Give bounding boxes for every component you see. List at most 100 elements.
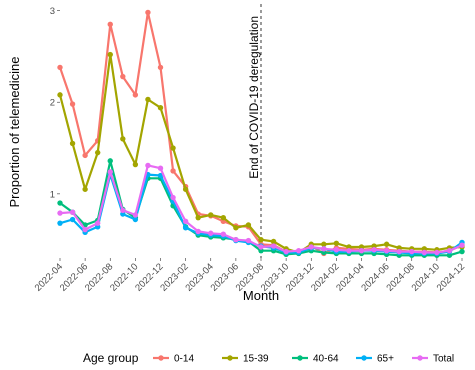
- data-point: [107, 158, 113, 164]
- data-point: [208, 230, 214, 236]
- data-point: [245, 237, 252, 244]
- data-point: [195, 214, 201, 221]
- data-point: [107, 51, 113, 58]
- data-point: [145, 9, 151, 16]
- legend-key-point: [158, 355, 164, 361]
- data-point: [459, 248, 465, 255]
- data-point: [82, 152, 88, 159]
- data-point: [132, 161, 139, 168]
- data-point: [434, 249, 440, 256]
- y-tick-label: 2: [50, 98, 55, 109]
- data-point: [132, 92, 139, 98]
- series-15-39: [57, 51, 465, 256]
- data-point: [120, 207, 126, 214]
- legend-label: 65+: [377, 354, 394, 365]
- data-point: [107, 169, 113, 175]
- data-point: [120, 136, 126, 142]
- data-point: [107, 21, 113, 28]
- data-point: [371, 247, 377, 253]
- data-point: [170, 145, 176, 151]
- data-point: [446, 247, 453, 254]
- data-point: [157, 64, 164, 71]
- data-point: [57, 64, 63, 71]
- x-axis-title: Month: [243, 288, 279, 303]
- data-point: [220, 214, 227, 221]
- data-point: [69, 209, 76, 215]
- data-point: [383, 247, 390, 254]
- data-point: [57, 220, 63, 226]
- data-point: [258, 244, 264, 250]
- data-point: [321, 246, 327, 252]
- data-point: [308, 244, 314, 250]
- legend-item: 0-14: [153, 354, 194, 365]
- data-point: [69, 140, 76, 147]
- legend-item: Total: [412, 354, 454, 365]
- legend-key-point: [297, 355, 303, 361]
- data-point: [383, 241, 390, 247]
- data-point: [145, 96, 151, 103]
- data-point: [170, 168, 176, 174]
- legend-label: 0-14: [174, 354, 194, 365]
- y-axis-title: Proportion of telemedicine: [7, 56, 22, 207]
- legend-key-point: [227, 355, 233, 361]
- legend-label: Total: [433, 354, 454, 365]
- data-point: [94, 149, 101, 156]
- data-point: [258, 236, 264, 243]
- legend-key-point: [361, 355, 367, 361]
- data-point: [233, 236, 239, 243]
- y-tick-label: 3: [50, 6, 55, 17]
- legend-key-point: [417, 355, 423, 361]
- legend-title: Age group: [83, 351, 139, 365]
- data-point: [333, 240, 340, 247]
- data-point: [157, 172, 164, 179]
- data-point: [208, 212, 214, 218]
- data-point: [182, 186, 189, 192]
- data-point: [270, 243, 277, 249]
- data-point: [409, 248, 415, 255]
- data-point: [459, 242, 465, 248]
- data-point: [283, 248, 289, 255]
- data-point: [120, 73, 126, 80]
- series-lines: [57, 9, 465, 258]
- data-point: [132, 216, 139, 223]
- data-point: [396, 248, 402, 255]
- data-point: [157, 105, 164, 111]
- data-point: [57, 210, 63, 216]
- data-point: [245, 222, 252, 228]
- data-point: [94, 220, 101, 226]
- legend-item: 40-64: [292, 354, 339, 365]
- data-point: [270, 238, 277, 245]
- data-point: [132, 212, 139, 218]
- y-axis-ticks: 1 2 3: [50, 6, 60, 200]
- data-point: [421, 249, 428, 256]
- legend-label: 15-39: [243, 354, 269, 365]
- data-point: [170, 194, 176, 201]
- data-point: [220, 231, 227, 237]
- series-Total: [57, 162, 465, 256]
- data-point: [182, 218, 189, 225]
- data-point: [333, 247, 340, 253]
- data-point: [157, 165, 164, 171]
- deregulation-annotation: End of COVID-19 deregulation: [247, 16, 261, 179]
- data-point: [182, 225, 189, 231]
- data-point: [321, 241, 327, 247]
- data-point: [195, 228, 201, 235]
- data-point: [69, 101, 76, 107]
- legend-label: 40-64: [313, 354, 339, 365]
- legend-item: 15-39: [222, 354, 269, 365]
- data-point: [358, 247, 365, 254]
- data-point: [82, 186, 88, 192]
- x-tick-label: 2024-12: [435, 261, 467, 293]
- y-tick-label: 1: [50, 189, 55, 200]
- data-point: [57, 92, 63, 98]
- data-point: [346, 247, 352, 254]
- data-point: [69, 216, 76, 223]
- data-point: [145, 162, 151, 169]
- legend: Age group 0-14 15-39 40-64 65+ Total: [83, 351, 454, 365]
- data-point: [57, 200, 63, 206]
- legend-item: 65+: [356, 354, 394, 365]
- data-point: [295, 247, 302, 254]
- data-point: [82, 226, 88, 233]
- data-point: [233, 225, 239, 231]
